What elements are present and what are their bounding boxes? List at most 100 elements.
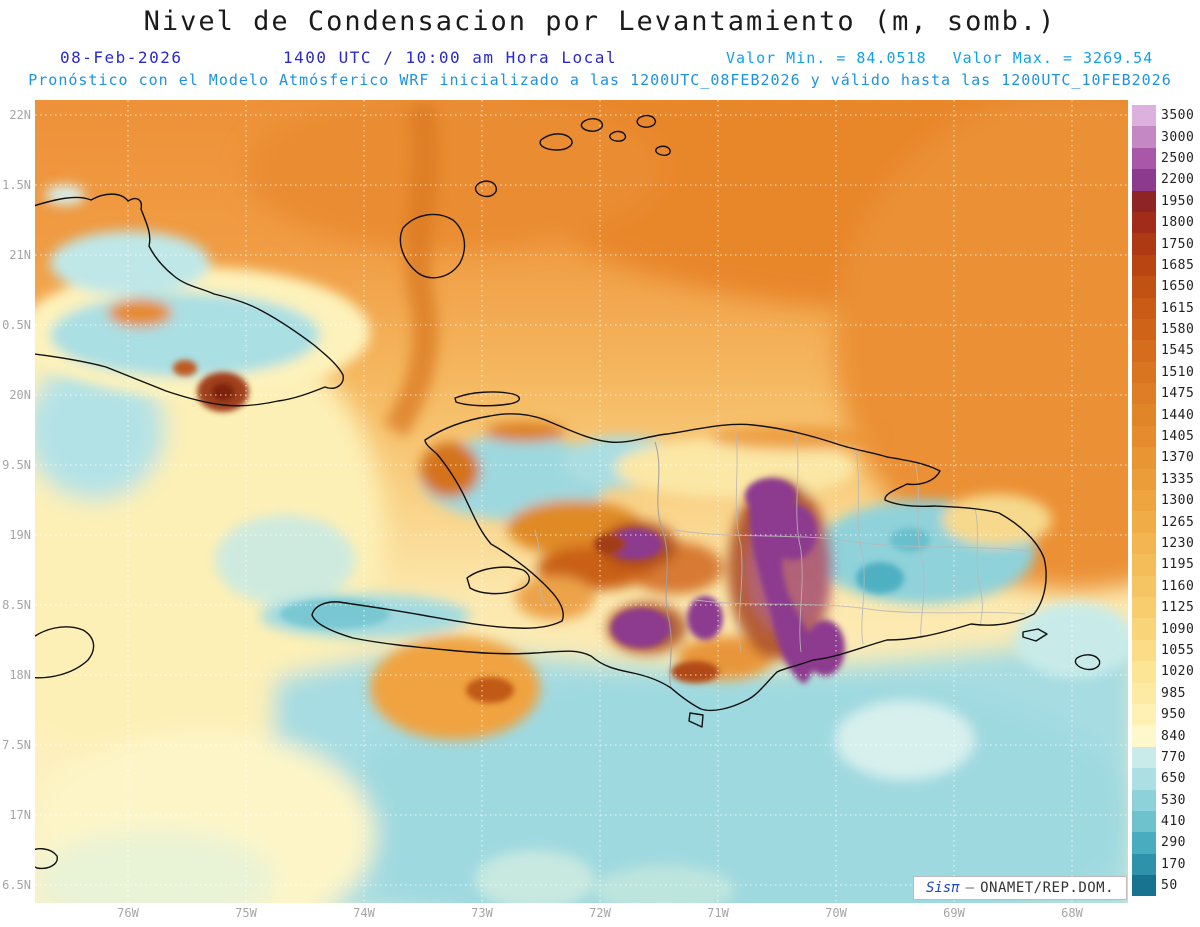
colorbar-swatch [1132, 596, 1156, 619]
page-title: Nivel de Condensacion por Levantamiento … [143, 6, 1057, 37]
lat-label: 8.5N [2, 598, 31, 612]
colorbar-value: 1475 [1161, 386, 1195, 402]
latitude-axis: 22N 1.5N 21N 0.5N 20N 9.5N 19N 8.5N 18N 7.5N 17N 6.… [0, 107, 31, 893]
colorbar-value: 530 [1161, 792, 1186, 808]
colorbar-swatch [1132, 254, 1156, 277]
colorbar-entry: 1475 [1132, 383, 1195, 405]
colorbar-swatch [1132, 425, 1156, 448]
lat-label: 17N [9, 808, 31, 822]
small-island-sw [35, 848, 58, 870]
hispaniola-coastline [311, 413, 1047, 712]
colorbar-value: 1405 [1161, 429, 1195, 445]
colorbar-swatch [1132, 532, 1156, 555]
colorbar-entry: 1335 [1132, 468, 1194, 491]
lon-label: 70W [825, 906, 847, 920]
colorbar-value: 3000 [1161, 129, 1195, 145]
colorbar-value: 1370 [1161, 450, 1195, 466]
colorbar-swatch [1132, 190, 1156, 212]
colorbar-entry: 1300 [1132, 490, 1194, 512]
field-extremes: Valor Min. = 84.0518 Valor Max. = 3269.5… [726, 49, 1153, 67]
lat-label: 7.5N [2, 738, 31, 752]
lat-label: 21N [9, 248, 31, 262]
colorbar-entry: 3000 [1132, 126, 1195, 148]
lon-label: 73W [471, 906, 493, 920]
colorbar-entry: 1265 [1132, 511, 1195, 533]
watermark-brand: Sisπ [925, 880, 960, 896]
colorbar-value: 50 [1161, 878, 1178, 894]
lat-label: 19N [9, 528, 31, 542]
colorbar-swatch [1132, 318, 1156, 341]
colorbar-entry: 1125 [1132, 596, 1195, 619]
colorbar-value: 170 [1161, 856, 1186, 872]
colorbar-swatch [1132, 126, 1156, 148]
cuba-coastline [35, 193, 344, 407]
colorbar-swatch [1132, 147, 1156, 170]
colorbar-swatch [1132, 233, 1156, 255]
colorbar-value: 1440 [1161, 407, 1195, 423]
lcl-field-layer [35, 100, 1128, 903]
colorbar-legend: 3500 3000 2500 2200 1950 1800 1750 1685 … [1132, 105, 1195, 897]
colorbar-swatch [1132, 810, 1156, 833]
lon-label: 68W [1061, 906, 1083, 920]
lat-label: 22N [9, 108, 31, 122]
colorbar-entry: 1370 [1132, 447, 1195, 469]
gonave-island [466, 566, 530, 595]
colorbar-value: 1195 [1161, 557, 1195, 573]
colorbar-swatch [1132, 490, 1156, 512]
lat-label: 9.5N [2, 458, 31, 472]
colorbar-entry: 1950 [1132, 190, 1194, 212]
colorbar-entry: 1160 [1132, 575, 1195, 597]
colorbar-entry: 985 [1132, 682, 1194, 704]
colorbar-entry: 2500 [1132, 147, 1194, 170]
colorbar-entry: 170 [1132, 853, 1194, 876]
colorbar-value: 1230 [1161, 536, 1195, 551]
colorbar-value: 1055 [1161, 642, 1195, 658]
caicos-island-2 [580, 118, 604, 132]
caicos-island-3 [609, 130, 627, 142]
colorbar-entry: 650 [1132, 768, 1194, 790]
colorbar-swatch [1132, 789, 1156, 811]
lon-label: 69W [943, 906, 965, 920]
lon-label: 76W [117, 906, 139, 920]
colorbar-entry: 1615 [1132, 297, 1194, 319]
colorbar-entry: 50 [1132, 875, 1194, 897]
watermark-org: ONAMET/REP.DOM. [980, 880, 1115, 896]
colorbar-swatch [1132, 511, 1156, 533]
colorbar-swatch [1132, 853, 1156, 876]
colorbar-entry: 840 [1132, 725, 1194, 747]
colorbar-value: 2200 [1161, 172, 1195, 188]
lat-label: 20N [9, 388, 31, 402]
colorbar-value: 840 [1161, 728, 1186, 744]
colorbar-value: 1125 [1161, 600, 1195, 616]
colorbar-value: 290 [1161, 835, 1186, 851]
colorbar-entry: 770 [1132, 746, 1194, 769]
colorbar-value: 1265 [1161, 514, 1195, 530]
valor-min: Valor Min. = 84.0518 [726, 49, 927, 67]
colorbar-value: 1545 [1161, 343, 1195, 359]
colorbar-value: 1160 [1161, 578, 1195, 594]
great-inagua-island [399, 213, 466, 279]
colorbar-swatch [1132, 618, 1156, 640]
colorbar-value: 1580 [1161, 322, 1195, 338]
colorbar-entry: 1195 [1132, 554, 1195, 576]
colorbar-value: 950 [1161, 707, 1186, 723]
colorbar-swatch [1132, 703, 1156, 726]
lon-label: 75W [235, 906, 257, 920]
colorbar-entry: 1750 [1132, 233, 1194, 255]
colorbar-swatch [1132, 361, 1156, 384]
colorbar-value: 1685 [1161, 257, 1195, 273]
colorbar-swatch [1132, 340, 1156, 362]
colorbar-swatch [1132, 211, 1156, 234]
colorbar-swatch [1132, 725, 1156, 747]
colorbar-entry: 1800 [1132, 211, 1194, 234]
run-date: 08-Feb-2026 [60, 48, 183, 67]
colorbar-entry: 410 [1132, 810, 1194, 833]
colorbar-value: 3500 [1161, 108, 1195, 124]
lat-label: 18N [9, 668, 31, 682]
jamaica-coastline [35, 626, 95, 679]
colorbar-swatch [1132, 404, 1156, 426]
colorbar-entry: 1055 [1132, 639, 1195, 662]
colorbar-swatch [1132, 875, 1156, 897]
colorbar-entry: 950 [1132, 703, 1194, 726]
